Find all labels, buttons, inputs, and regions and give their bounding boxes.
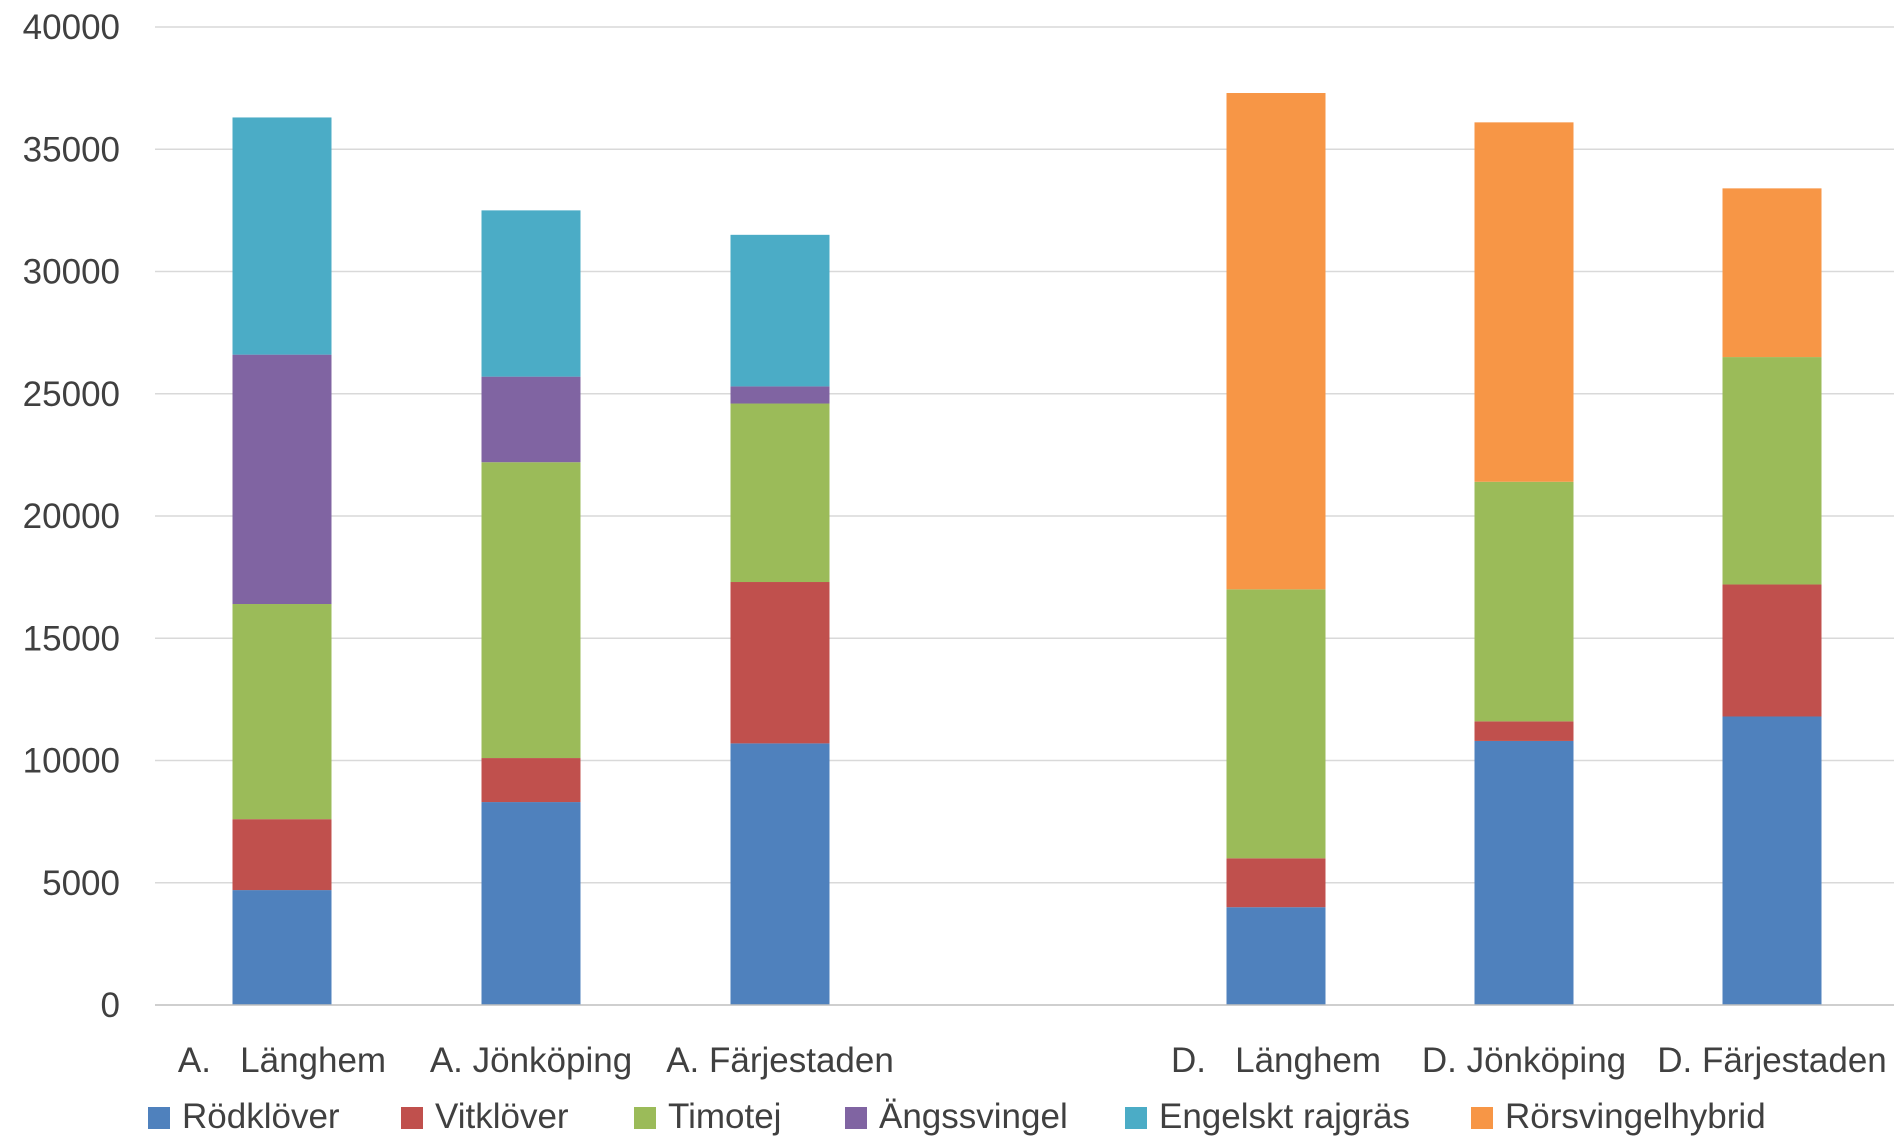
y-tick-label: 20000 [23,497,120,536]
bar-segment [232,117,332,355]
x-category-label: A. Jönköping [430,1041,632,1080]
y-tick-label: 10000 [23,742,120,781]
y-tick-label: 5000 [42,864,120,903]
bar-segment [1722,716,1822,1005]
bar-segment [1226,858,1326,908]
bar-segment [232,890,332,1005]
bar-segment [481,758,581,803]
legend-label: Timotej [668,1097,781,1136]
bar-segment [730,582,830,744]
bar-segment [1474,721,1574,741]
bar-segment [1722,357,1822,585]
bar-segment [1226,589,1326,859]
legend-swatch [1471,1107,1493,1129]
y-tick-label: 0 [101,986,120,1025]
bar-segment [730,234,830,387]
legend-label: Rödklöver [182,1097,340,1136]
y-tick-label: 40000 [23,8,120,47]
legend-swatch [634,1107,656,1129]
legend-swatch [401,1107,423,1129]
legend: Rödklöver Vitklöver Timotej Ängssvingel Enge… [148,1097,1766,1136]
x-category-label: D. Jönköping [1422,1041,1626,1080]
bar-segment [481,462,581,759]
y-axis-tick-labels: 0 5000 10000 15000 20000 25000 30000 35000 40000 [23,8,120,1025]
bar-segment [1474,481,1574,722]
legend-swatch [845,1107,867,1129]
x-category-label: D. Färjestaden [1657,1041,1887,1080]
legend-swatch [1125,1107,1147,1129]
x-category-label: A. Färjestaden [666,1041,894,1080]
bar-segment [730,403,830,583]
bar-segment [730,386,830,404]
legend-label: Engelskt rajgräs [1159,1097,1410,1136]
legend-swatch [148,1107,170,1129]
y-tick-label: 30000 [23,253,120,292]
bar-segment [730,743,830,1005]
bar-segment [481,376,581,463]
gridlines [155,26,1894,884]
legend-label: Vitklöver [435,1097,569,1136]
bar-segment [232,354,332,605]
bar-segment [1722,584,1822,717]
y-tick-label: 35000 [23,130,120,169]
bar-segment [1226,93,1326,590]
bar-segment [1722,188,1822,358]
x-category-label: A. Länghem [178,1041,386,1080]
bar-segment [232,604,332,820]
legend-label: Rörsvingelhybrid [1505,1097,1766,1136]
bar-segment [481,802,581,1005]
bars [232,93,1822,1005]
bar-segment [1474,122,1574,482]
x-axis-category-labels: A. Länghem A. Jönköping A. Färjestaden D. L… [178,1041,1887,1080]
bar-segment [1226,907,1326,1005]
x-category-label: D. Länghem [1171,1041,1381,1080]
bar-segment [1474,740,1574,1005]
y-tick-label: 15000 [23,619,120,658]
bar-segment [232,819,332,891]
legend-label: Ängssvingel [879,1097,1068,1136]
y-tick-label: 25000 [23,375,120,414]
bar-segment [481,210,581,377]
